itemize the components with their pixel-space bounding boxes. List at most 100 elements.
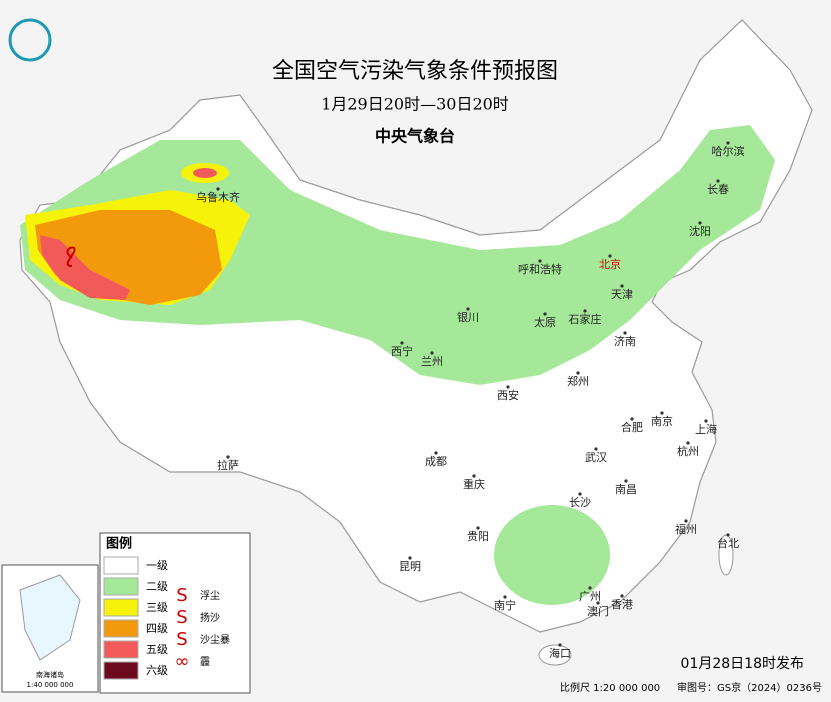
city-dot	[472, 474, 476, 478]
city-label: 天津	[611, 288, 633, 301]
level-5-zone	[40, 235, 130, 300]
city-dot	[216, 187, 220, 191]
city-label: 太原	[534, 316, 556, 329]
level-5-zone	[193, 168, 217, 178]
city-label: 重庆	[463, 477, 485, 491]
legend-symbol: S	[176, 585, 187, 606]
city-dot	[434, 451, 438, 455]
city-dot	[588, 586, 592, 590]
city-dot	[684, 519, 688, 523]
city-label: 成都	[425, 455, 447, 468]
dust-symbol	[66, 246, 76, 267]
city-dot	[538, 259, 542, 263]
legend-label: 五级	[146, 643, 168, 656]
legend-label: 四级	[146, 622, 168, 635]
taiwan	[718, 534, 734, 576]
inset-scale: 1:40 000 000	[27, 681, 74, 689]
city-dot	[408, 556, 412, 560]
legend-swatch	[103, 640, 139, 659]
city-label: 香港	[611, 598, 633, 611]
city-dot	[506, 385, 510, 389]
review-number: 审图号：GS京（2024）0236号	[677, 681, 822, 694]
city-dot	[558, 643, 562, 647]
city-dot	[430, 351, 434, 355]
city-label: 南昌	[615, 483, 637, 496]
legend-swatch	[103, 556, 139, 575]
level-2-zone	[494, 505, 610, 605]
inset-label: 南海诸岛	[36, 670, 64, 679]
legend-label: 二级	[146, 580, 168, 593]
city-dot	[620, 594, 624, 598]
city-label: 沈阳	[689, 224, 711, 238]
legend-symbol: ∞	[175, 651, 190, 672]
city-dot	[704, 419, 708, 423]
legend-symbol: S	[176, 607, 187, 628]
city-dot	[578, 492, 582, 496]
city-dot	[726, 141, 730, 145]
city-dot	[466, 307, 470, 311]
period: 1月29日20时—30日20时	[321, 95, 509, 114]
city-dot	[543, 312, 547, 316]
city-dot	[716, 179, 720, 183]
city-label: 海口	[549, 646, 571, 660]
city-dot	[686, 441, 690, 445]
city-label: 合肥	[621, 420, 643, 434]
city-dot	[476, 526, 480, 530]
city-label: 广州	[579, 590, 601, 603]
city-dot	[608, 254, 612, 258]
legend-swatch	[103, 577, 139, 596]
legend-symbol: S	[176, 629, 187, 650]
city-dot	[503, 595, 507, 599]
scale: 比例尺 1:20 000 000	[560, 681, 660, 694]
city-label: 西宁	[391, 344, 413, 358]
city-dot	[583, 309, 587, 313]
city-dot	[624, 479, 628, 483]
city-dot	[226, 455, 230, 459]
city-label: 长春	[707, 183, 729, 196]
legend-label: 一级	[146, 559, 168, 572]
city-label: 呼和浩特	[518, 262, 562, 276]
city-label: 昆明	[399, 560, 421, 573]
legend-symbol-label: 扬沙	[200, 611, 220, 624]
city-label: 贵阳	[467, 530, 489, 543]
inset-map	[19, 574, 81, 661]
hainan	[538, 644, 572, 666]
level-2-zone	[20, 125, 775, 385]
city-dot	[594, 447, 598, 451]
logo	[8, 18, 52, 62]
title: 全国空气污染气象条件预报图	[272, 59, 558, 84]
legend-swatch	[103, 598, 139, 617]
city-dot	[623, 331, 627, 335]
legend-symbol-label: 浮尘	[200, 590, 220, 602]
city-label: 乌鲁木齐	[196, 190, 240, 204]
city-label: 西安	[497, 388, 519, 402]
city-dot	[576, 371, 580, 375]
city-dot	[698, 221, 702, 225]
issued: 01月28日18时发布	[681, 656, 804, 672]
legend-symbol-label: 沙尘暴	[200, 634, 230, 646]
legend-title: 图例	[106, 536, 132, 552]
city-dot	[726, 533, 730, 537]
city-label: 郑州	[567, 374, 589, 388]
city-dot	[660, 411, 664, 415]
city-label: 杭州	[677, 444, 699, 458]
city-label: 南宁	[494, 598, 516, 612]
city-dot	[596, 601, 600, 605]
city-label: 澳门	[587, 604, 609, 618]
legend-swatch	[103, 661, 139, 680]
legend-symbol-label: 霾	[200, 656, 210, 668]
legend-swatch	[103, 619, 139, 638]
city-label: 石家庄	[569, 312, 602, 326]
city-label: 长沙	[569, 496, 591, 509]
city-label: 北京	[599, 257, 621, 271]
issuer: 中央气象台	[375, 127, 455, 146]
city-label: 兰州	[421, 355, 443, 368]
city-dot	[620, 284, 624, 288]
city-label: 南京	[651, 414, 673, 428]
city-dot	[400, 341, 404, 345]
city-label: 银川	[457, 310, 479, 324]
city-label: 台北	[717, 536, 739, 550]
legend-label: 六级	[146, 664, 168, 677]
city-label: 福州	[675, 522, 697, 536]
city-label: 济南	[614, 334, 636, 348]
